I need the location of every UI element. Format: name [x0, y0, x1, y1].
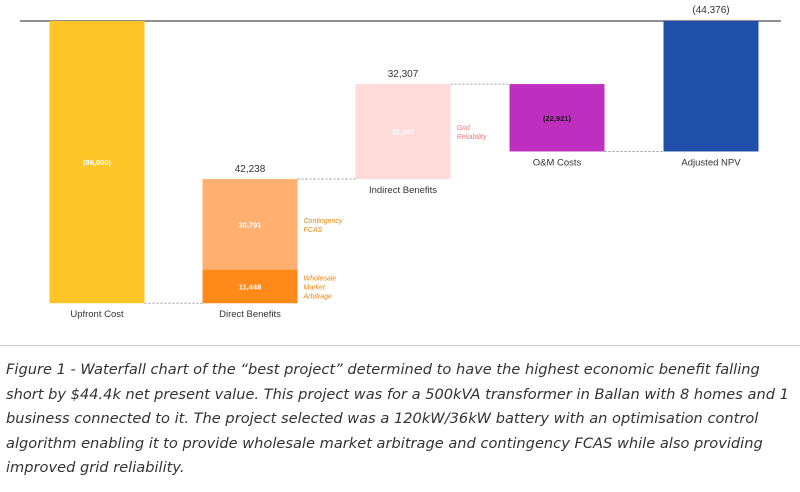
segment-name-line: FCAS — [304, 227, 323, 234]
data-label-3: 32,307 — [392, 128, 415, 137]
segment-name-line: Grid — [457, 125, 471, 132]
total-label-2: 32,307 — [388, 69, 419, 80]
category-label-indirect-benefits: Indirect Benefits — [369, 185, 437, 196]
figure-caption: Figure 1 - Waterfall chart of the “best … — [6, 361, 789, 476]
segment-name-1: Wholesale Market Arbitrage — [303, 275, 337, 300]
segment-name-line: Arbitrage — [303, 293, 333, 300]
total-label-4: (44,376) — [692, 5, 729, 16]
waterfall-chart: (96,000) 11,448 30,791 32,307 (22,921) Whole… — [20, 5, 781, 320]
segment-names-group: Wholesale Market Arbitrage Contingency FCAS G… — [303, 125, 487, 300]
bar-upfront-cost-0 — [49, 21, 145, 304]
data-label-1: 11,448 — [239, 282, 262, 291]
bar-indirect-benefits-3 — [355, 84, 451, 180]
category-label-direct-benefits: Direct Benefits — [219, 309, 281, 320]
data-label-2: 30,791 — [239, 220, 262, 229]
segment-name-line: Reliability — [457, 134, 487, 141]
bar-direct-benefits-1 — [202, 269, 298, 304]
total-labels-group: 42,238 32,307 (44,376) — [235, 5, 730, 175]
total-label-1: 42,238 — [235, 164, 266, 175]
segment-name-line: Market — [304, 284, 326, 291]
bar-o-m-costs-4 — [509, 84, 605, 152]
category-label-o-m-costs: O&M Costs — [533, 157, 582, 168]
bars-group — [49, 21, 759, 304]
segment-name-line: Contingency — [304, 218, 343, 225]
segment-name-2: Contingency FCAS — [304, 218, 343, 234]
data-label-0: (96,000) — [83, 158, 111, 167]
category-labels-group: Upfront Cost Direct Benefits Indirect Bene… — [70, 157, 741, 320]
data-label-4: (22,921) — [543, 114, 571, 123]
segment-name-3: Grid Reliability — [457, 125, 487, 141]
connector-lines — [144, 83, 664, 304]
category-label-adjusted-npv: Adjusted NPV — [681, 157, 741, 168]
bar-direct-benefits-2 — [202, 179, 298, 270]
segment-name-line: Wholesale — [304, 275, 337, 282]
divider — [0, 345, 800, 346]
value-labels-group: (96,000) 11,448 30,791 32,307 (22,921) — [83, 114, 571, 292]
bar-adjusted-npv-5 — [663, 21, 759, 152]
category-label-upfront-cost: Upfront Cost — [70, 309, 124, 320]
